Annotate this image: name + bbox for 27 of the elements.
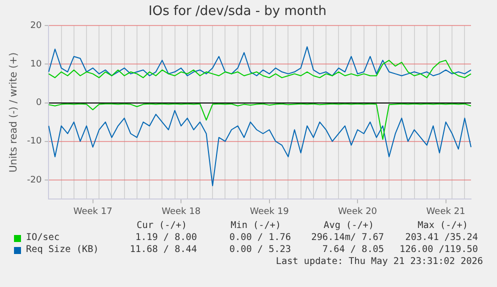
text: Last update: Thu May 21 23:31:02 2026 [274,256,483,267]
y-tick-label: -20 [26,175,42,186]
text: 11.68 / 8.44 [128,244,197,255]
chart-title: IOs for /dev/sda - by month [148,4,326,20]
x-tick-label: Week 19 [250,206,290,217]
text: 126.00 /119.50 [398,244,478,255]
text: 296.14m/ 7.67 [310,232,384,243]
text: 0.00 / 5.23 [228,244,291,255]
text: Min (-/+) [230,220,281,231]
text: 1.19 / 8.00 [134,232,197,243]
text: 7.64 / 8.05 [321,244,384,255]
x-tick-label: Week 20 [338,206,378,217]
text: Avg (-/+) [322,220,374,231]
x-tick-label: Week 18 [162,206,201,217]
y-axis-title: Units read (-) / write (+) [8,52,20,172]
text: Cur (-/+) [136,220,187,231]
x-tick-label: Week 17 [73,206,112,217]
y-tick-label: 20 [30,20,42,31]
y-tick-label: -10 [26,136,42,147]
legend-label: IO/sec [26,232,60,243]
legend-label: Req Size (KB) [26,244,99,255]
text: 0.00 / 1.76 [228,232,291,243]
y-tick-label: 0 [36,98,42,108]
text: Max (-/+) [416,220,468,231]
y-tick-label: 10 [30,60,42,70]
x-tick-label: Week 21 [426,206,466,217]
text: 203.41 /35.24 [404,232,478,243]
